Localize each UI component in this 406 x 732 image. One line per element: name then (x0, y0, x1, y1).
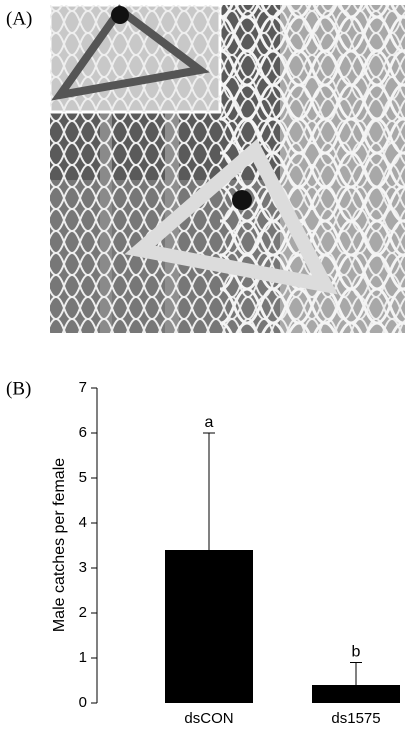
y-tick-label: 3 (79, 559, 87, 576)
panel-label: (B) (6, 378, 31, 399)
panel-label: (A) (6, 8, 32, 29)
photo (50, 5, 405, 333)
y-tick-label: 5 (79, 469, 87, 486)
bar (165, 550, 253, 703)
y-tick-label: 4 (79, 514, 87, 531)
bar (312, 685, 400, 703)
annotation: b (352, 644, 361, 661)
x-tick-label: ds1575 (331, 710, 380, 727)
x-tick-label: dsCON (184, 710, 233, 727)
y-axis-label: Male catches per female (51, 458, 68, 632)
y-tick-label: 0 (79, 694, 87, 711)
figure: (A) (B) Male catches per female 0 1 2 3 4 5 6 7… (0, 0, 406, 732)
y-tick-label: 1 (79, 649, 87, 666)
y-tick-label: 7 (79, 379, 87, 396)
y-tick-label: 2 (79, 604, 87, 621)
annotation: a (205, 414, 214, 431)
y-tick-label: 6 (79, 424, 87, 441)
